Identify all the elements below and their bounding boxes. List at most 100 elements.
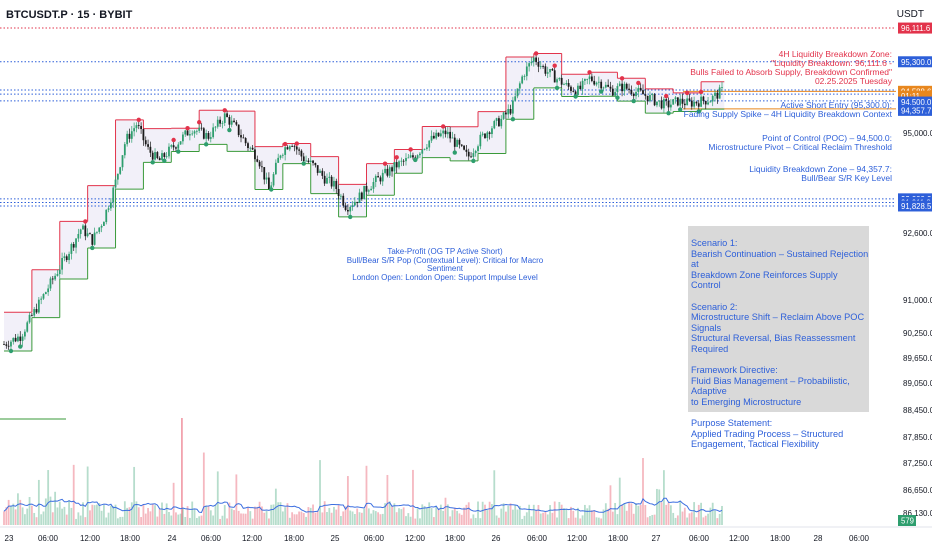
volume-bar	[574, 517, 577, 525]
volume-bar	[337, 504, 340, 525]
volume-bar	[498, 517, 500, 525]
candle-body	[235, 122, 238, 125]
pivot-low-dot	[677, 107, 683, 112]
volume-bar	[600, 518, 603, 525]
scenario-line: Structural Reversal, Bias Reassessment R…	[691, 333, 856, 354]
volume-bar	[577, 507, 579, 525]
volume-bar	[405, 516, 407, 525]
volume-bar	[24, 514, 26, 525]
candle-body	[600, 81, 603, 89]
volume-bar	[402, 507, 405, 525]
candle-body	[109, 202, 112, 209]
candle-body	[72, 244, 75, 248]
volume-bar	[26, 508, 29, 525]
volume-bar	[10, 506, 12, 525]
candle-body	[86, 233, 89, 237]
candle-body	[151, 152, 154, 160]
candle-body	[463, 145, 465, 150]
volume-bar	[312, 504, 314, 525]
candle-body	[172, 145, 175, 148]
candle-body	[374, 176, 377, 182]
candle-body	[509, 109, 512, 114]
volume-bar	[340, 516, 342, 525]
volume-bar	[395, 512, 398, 525]
volume-bar	[505, 511, 507, 525]
candle-body	[61, 257, 63, 270]
volume-bar	[177, 514, 180, 525]
volume-bar	[49, 496, 52, 525]
volume-bar	[207, 506, 210, 525]
candle-body	[393, 162, 396, 172]
pivot-high-dot	[636, 80, 641, 86]
candle-body	[270, 185, 273, 190]
candle-body	[446, 131, 449, 135]
annotation-line: London Open: London Open: Support Impuls…	[352, 272, 538, 282]
volume-bar	[291, 512, 294, 525]
candle-body	[56, 274, 59, 276]
volume-bar	[351, 511, 354, 525]
candle-body	[207, 133, 210, 139]
candle-body	[637, 87, 640, 92]
volume-bar	[381, 513, 384, 525]
candle-body	[96, 231, 98, 233]
candle-body	[537, 61, 540, 67]
candle-body	[507, 109, 510, 115]
volume-bar	[484, 504, 486, 525]
scenario-line: Purpose Statement:	[691, 418, 773, 429]
candle-body	[639, 87, 642, 91]
candle-body	[333, 180, 335, 187]
candle-body	[674, 97, 677, 100]
candle-body	[165, 156, 168, 158]
candle-body	[384, 168, 386, 173]
candle-body	[412, 155, 414, 158]
candle-body	[351, 205, 354, 208]
currency-label[interactable]: USDT	[896, 9, 924, 20]
volume-bar	[584, 504, 586, 525]
candle-body	[623, 83, 626, 92]
candle-body	[328, 176, 331, 178]
candle-body	[116, 173, 119, 180]
candle-body	[586, 79, 589, 80]
volume-bar	[212, 515, 215, 525]
volume-bar	[105, 517, 108, 525]
candle-body	[114, 179, 117, 188]
volume-bar	[163, 513, 166, 525]
candle-body	[186, 130, 189, 136]
candle-body	[702, 96, 705, 101]
volume-bar	[667, 502, 670, 525]
volume-bar	[649, 516, 651, 525]
candle-body	[400, 160, 403, 162]
volume-bar	[509, 503, 512, 525]
poc-annotation: Point of Control (POC) – 94,500.0: Micro…	[708, 134, 892, 152]
candle-body	[581, 80, 584, 90]
candle-body	[242, 137, 245, 139]
volume-bar	[353, 514, 356, 525]
volume-bar	[168, 512, 170, 525]
volume-bar	[472, 514, 475, 525]
candle-body	[54, 275, 57, 280]
candle-body	[272, 174, 275, 186]
candle-body	[398, 161, 400, 168]
volume-bar	[535, 510, 538, 525]
candle-body	[688, 98, 691, 101]
volume-bar	[709, 507, 712, 525]
volume-bar	[537, 505, 540, 525]
candle-body	[672, 99, 675, 105]
volume-bar	[374, 511, 377, 525]
candle-body	[128, 133, 131, 139]
volume-bar	[646, 517, 649, 525]
volume-bar	[553, 501, 556, 525]
symbol-title[interactable]: BTCUSDT.P · 15 · BYBIT	[6, 9, 133, 21]
annotation-line: Bull/Bear S/R Pop (Contextual Level): Cr…	[346, 255, 544, 273]
volume-bar	[68, 500, 70, 525]
volume-bar	[309, 507, 312, 525]
candle-body	[590, 76, 593, 81]
volume-bar	[388, 501, 391, 525]
volume-bar	[142, 504, 145, 525]
candle-body	[458, 139, 461, 145]
volume-bar	[133, 466, 136, 525]
candle-body	[716, 92, 719, 99]
candle-body	[644, 94, 647, 96]
candle-body	[7, 345, 10, 347]
